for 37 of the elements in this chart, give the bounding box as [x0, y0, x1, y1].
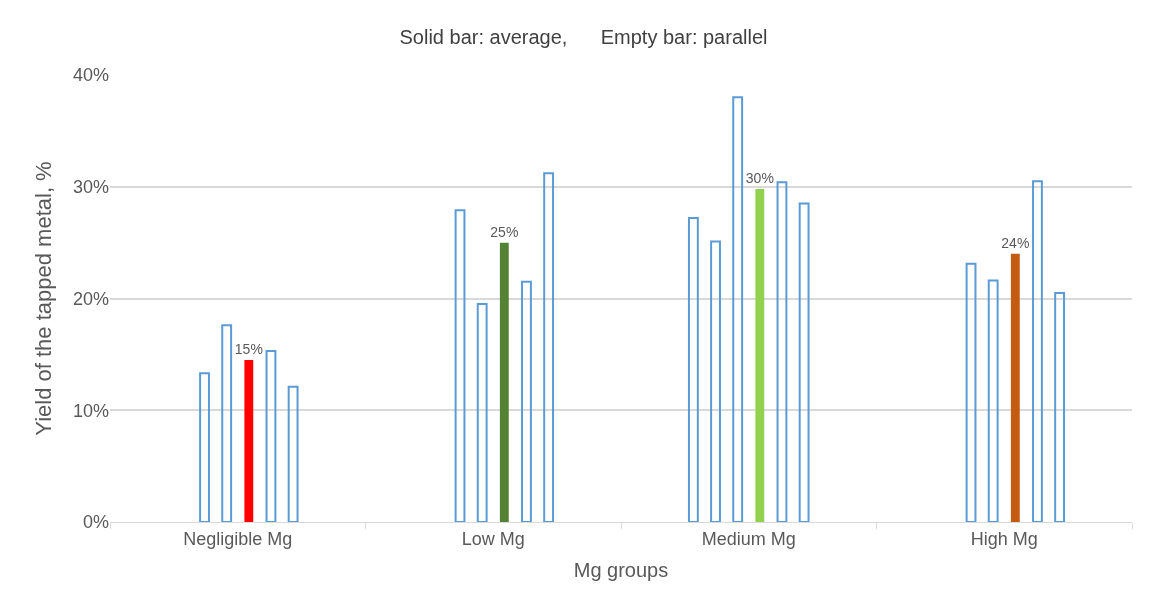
y-tick-label: 10%: [72, 400, 109, 421]
bar: [1054, 291, 1066, 522]
bar: [265, 350, 277, 522]
x-tick-label: Low Mg: [461, 528, 525, 549]
bar: [543, 172, 555, 522]
bar: [476, 303, 488, 522]
data-label: 15%: [234, 340, 263, 357]
bar: [1032, 180, 1043, 522]
bar: [287, 385, 299, 522]
x-tick-label: Negligible Mg: [183, 528, 293, 549]
bar: [499, 242, 509, 522]
bar: [965, 262, 977, 522]
bar: [798, 202, 810, 522]
bar: [199, 372, 210, 522]
bar: [732, 96, 744, 522]
y-tick-label: 30%: [72, 177, 109, 198]
bar: [710, 240, 721, 522]
y-tick-label: 0%: [82, 512, 109, 533]
bar: [521, 280, 532, 522]
bar: [244, 359, 254, 522]
bar: [755, 188, 765, 522]
x-tick-label: High Mg: [970, 528, 1038, 549]
y-tick-label: 20%: [72, 288, 109, 309]
bar: [987, 279, 999, 522]
bar: [687, 217, 699, 522]
data-label: 24%: [1001, 234, 1030, 251]
data-label: 25%: [490, 223, 519, 240]
y-axis-title: Yield of the tapped metal, %: [30, 161, 56, 436]
bar: [776, 181, 788, 522]
x-axis-title: Mg groups: [573, 559, 669, 582]
data-label: 30%: [745, 169, 774, 186]
chart-title: Solid bar: average, Empty bar: parallel: [399, 26, 768, 49]
bar: [221, 324, 233, 522]
x-tick-label: Medium Mg: [701, 528, 796, 549]
bar: [1010, 253, 1020, 522]
y-tick-label: 40%: [72, 65, 109, 86]
bar: [454, 209, 466, 522]
